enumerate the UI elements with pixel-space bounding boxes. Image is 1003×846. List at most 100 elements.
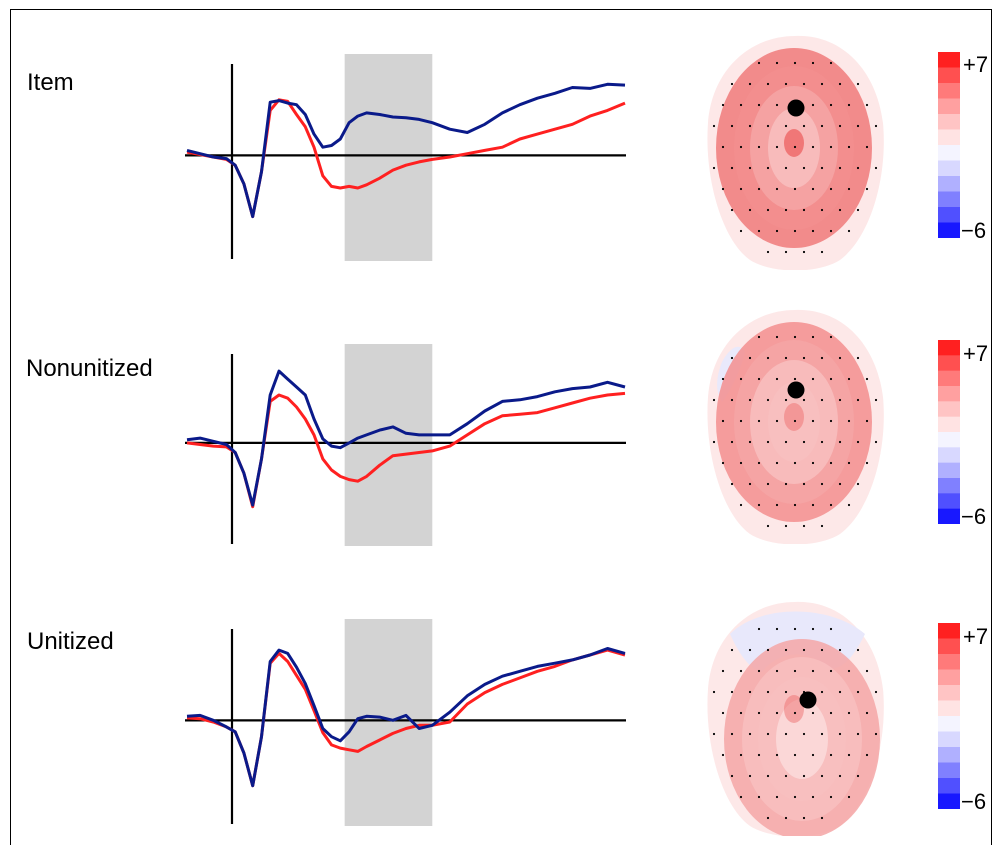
electrode-dot: [721, 753, 725, 757]
electrode-dot: [865, 419, 869, 423]
electrode-dot: [775, 103, 779, 107]
electrode-dot: [748, 482, 752, 486]
electrode-dot: [820, 208, 824, 212]
colorbar-segment: [938, 623, 960, 639]
erp-plot-item: [185, 54, 626, 261]
electrode-dot: [856, 82, 860, 86]
colorbar-segment: [938, 432, 960, 448]
electrode-dot: [784, 398, 788, 402]
electrode-dot: [784, 524, 788, 528]
electrode-dot: [730, 356, 734, 360]
electrode-dot: [802, 124, 806, 128]
electrode-dot: [721, 103, 725, 107]
electrode-dot: [784, 774, 788, 778]
electrode-dot: [874, 440, 878, 444]
electrode-dot: [766, 166, 770, 170]
electrode-dot: [784, 648, 788, 652]
electrode-dot: [802, 82, 806, 86]
electrode-dot: [730, 124, 734, 128]
electrode-dot: [748, 440, 752, 444]
electrode-dot: [838, 208, 842, 212]
electrode-dot: [874, 690, 878, 694]
electrode-dot: [766, 816, 770, 820]
electrode-dot: [811, 145, 815, 149]
electrode-dot: [856, 124, 860, 128]
electrode-dot: [748, 648, 752, 652]
colorbar-min-label: −6: [961, 504, 987, 529]
electrode-dot: [775, 61, 779, 65]
colorbar-segment: [938, 793, 960, 809]
electrode-dot: [775, 461, 779, 465]
colorbar-segment: [938, 129, 960, 146]
electrode-dot: [784, 166, 788, 170]
electrode-dot: [730, 774, 734, 778]
electrode-dot: [811, 711, 815, 715]
electrode-dot: [793, 795, 797, 799]
electrode-dot: [739, 145, 743, 149]
electrode-dot: [766, 124, 770, 128]
figure-frame: [10, 9, 992, 845]
electrode-dot: [784, 124, 788, 128]
electrode-dot: [847, 503, 851, 507]
electrode-dot: [766, 774, 770, 778]
electrode-dot: [784, 816, 788, 820]
colorbar-segment: [938, 462, 960, 479]
electrode-dot: [748, 690, 752, 694]
electrode-dot: [739, 669, 743, 673]
electrode-dot: [730, 732, 734, 736]
electrode-dot: [784, 440, 788, 444]
electrode-dot: [748, 398, 752, 402]
electrode-dot: [829, 627, 833, 631]
electrode-dot: [856, 648, 860, 652]
electrode-dot: [847, 377, 851, 381]
colorbar-segment: [938, 222, 960, 238]
colorbar-segment: [938, 67, 960, 84]
electrode-dot: [712, 398, 716, 402]
electrode-dot: [856, 440, 860, 444]
electrode-dot: [847, 795, 851, 799]
electrode-dot: [793, 187, 797, 191]
electrode-dot: [739, 229, 743, 233]
colorbar-segment: [938, 370, 960, 387]
electrode-dot: [820, 690, 824, 694]
colorbar-segment: [938, 386, 960, 402]
electrode-dot: [829, 795, 833, 799]
electrode-dot: [739, 795, 743, 799]
topomap-contours: [707, 309, 884, 544]
peak-region: [784, 403, 804, 431]
colorbar-segment: [938, 747, 960, 763]
electrode-dot: [730, 482, 734, 486]
electrode-dot: [748, 82, 752, 86]
electrode-dot: [721, 187, 725, 191]
topomap-contours: [707, 35, 884, 270]
electrode-dot: [820, 524, 824, 528]
electrode-dot: [730, 398, 734, 402]
electrode-dot: [757, 627, 761, 631]
electrode-dot: [847, 103, 851, 107]
selected-electrode: [787, 381, 805, 399]
electrode-dot: [802, 482, 806, 486]
electrode-dot: [811, 377, 815, 381]
electrode-dot: [874, 732, 878, 736]
electrode-dot: [856, 398, 860, 402]
electrode-dot: [829, 61, 833, 65]
electrode-dot: [721, 461, 725, 465]
electrode-dot: [811, 627, 815, 631]
electrode-dot: [865, 461, 869, 465]
electrode-dot: [838, 124, 842, 128]
colorbar-segment: [938, 731, 960, 748]
electrode-dot: [838, 440, 842, 444]
electrode-dot: [784, 690, 788, 694]
selected-electrode: [799, 691, 817, 709]
electrode-dot: [748, 208, 752, 212]
electrode-dot: [757, 377, 761, 381]
electrode-dot: [775, 711, 779, 715]
electrode-dot: [820, 166, 824, 170]
row-label-unitized: Unitized: [27, 628, 114, 655]
electrode-dot: [802, 774, 806, 778]
electrode-dot: [847, 145, 851, 149]
electrode-dot: [856, 732, 860, 736]
series-line-blue: [186, 82, 626, 219]
electrode-dot: [802, 524, 806, 528]
electrode-dot: [811, 229, 815, 233]
